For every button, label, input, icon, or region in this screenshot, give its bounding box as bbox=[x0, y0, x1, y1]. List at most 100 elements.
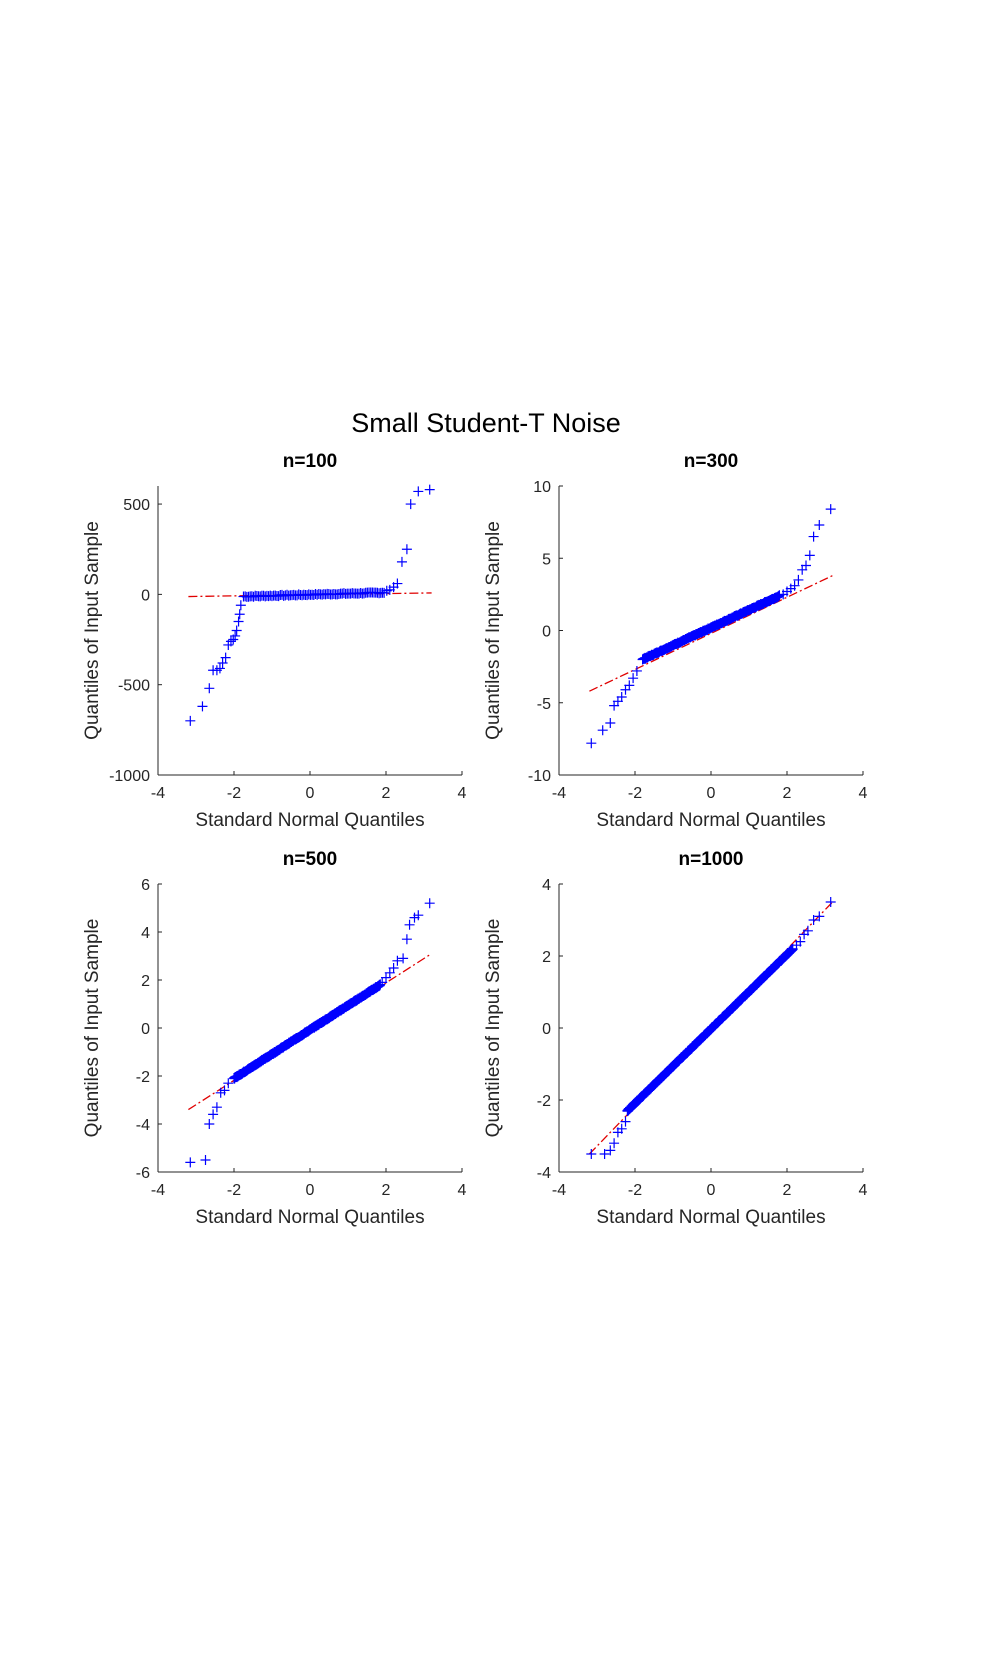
data-point bbox=[597, 725, 608, 736]
data-point bbox=[197, 701, 208, 712]
data-point bbox=[230, 630, 241, 641]
y-tick-label: -4 bbox=[537, 1165, 551, 1182]
data-point bbox=[404, 919, 415, 930]
data-point bbox=[624, 680, 635, 691]
data-point bbox=[235, 600, 246, 611]
data-point bbox=[223, 1078, 234, 1089]
data-point bbox=[405, 499, 416, 510]
y-tick-label: -2 bbox=[136, 1069, 150, 1086]
data-point bbox=[398, 953, 409, 964]
data-point bbox=[793, 574, 804, 585]
x-tick-label: -4 bbox=[151, 785, 165, 802]
data-point bbox=[609, 1138, 620, 1149]
data-point bbox=[413, 910, 424, 921]
data-point bbox=[631, 665, 642, 676]
data-point bbox=[185, 1157, 196, 1168]
data-point bbox=[599, 1149, 610, 1159]
data-point bbox=[231, 625, 242, 636]
data-point bbox=[586, 738, 597, 749]
y-tick-label: 500 bbox=[123, 497, 150, 514]
y-tick-label: 0 bbox=[542, 1021, 551, 1038]
data-point bbox=[801, 560, 811, 571]
y-tick-label: -10 bbox=[528, 768, 551, 785]
subplot-title: n=1000 bbox=[679, 849, 744, 870]
data-point bbox=[808, 531, 819, 542]
data-point bbox=[234, 609, 245, 620]
y-axis-label: Quantiles of Input Sample bbox=[483, 919, 504, 1138]
y-tick-label: 0 bbox=[141, 587, 150, 604]
x-tick-label: 4 bbox=[458, 785, 467, 802]
data-point bbox=[814, 520, 825, 531]
x-tick-label: -4 bbox=[151, 1182, 165, 1199]
x-tick-label: 0 bbox=[707, 1182, 716, 1199]
y-axis-label: Quantiles of Input Sample bbox=[483, 521, 504, 740]
x-tick-label: -2 bbox=[227, 1182, 241, 1199]
data-point bbox=[211, 1102, 222, 1113]
data-point bbox=[804, 550, 815, 561]
data-point bbox=[208, 1109, 219, 1120]
data-point bbox=[814, 911, 825, 922]
x-tick-label: -4 bbox=[552, 785, 566, 802]
data-point bbox=[620, 1116, 631, 1127]
y-tick-label: 4 bbox=[141, 925, 150, 942]
x-tick-label: 0 bbox=[306, 1182, 315, 1199]
subplot-title: n=500 bbox=[283, 849, 337, 870]
data-point bbox=[233, 616, 244, 627]
data-point bbox=[424, 898, 435, 909]
x-tick-label: 2 bbox=[783, 785, 792, 802]
x-tick-label: 0 bbox=[306, 785, 315, 802]
data-point bbox=[200, 1155, 211, 1165]
subplot-2: -4 -2 0 2 4 -10 -5 0 5 10 n=300 Standard Normal Qua… bbox=[483, 451, 868, 831]
data-point bbox=[396, 556, 407, 567]
data-point bbox=[204, 683, 215, 694]
x-tick-label: 2 bbox=[382, 785, 391, 802]
y-tick-label: -4 bbox=[136, 1117, 150, 1134]
data-point bbox=[802, 925, 813, 936]
y-axis-label: Quantiles of Input Sample bbox=[82, 919, 103, 1138]
y-tick-label: 0 bbox=[542, 624, 551, 641]
data-point bbox=[225, 636, 236, 647]
data-point bbox=[214, 663, 225, 674]
y-tick-label: -6 bbox=[136, 1165, 150, 1182]
data-point bbox=[825, 504, 836, 515]
data-point bbox=[808, 915, 819, 925]
data-point bbox=[413, 486, 424, 497]
data-point bbox=[401, 544, 412, 555]
y-axis-label: Quantiles of Input Sample bbox=[82, 521, 103, 740]
data-point bbox=[795, 936, 806, 947]
reference-line bbox=[589, 575, 833, 692]
x-axis-label: Standard Normal Quantiles bbox=[195, 1207, 424, 1228]
y-tick-label: 2 bbox=[542, 949, 551, 966]
data-point bbox=[628, 673, 639, 684]
x-tick-label: -2 bbox=[227, 785, 241, 802]
y-tick-label: -500 bbox=[118, 678, 150, 695]
subplot-1: -4 -2 0 2 4 -1000 -500 0 500 n=100 Standard Normal… bbox=[82, 451, 467, 831]
data-point bbox=[424, 484, 435, 495]
data-point bbox=[379, 587, 390, 598]
y-tick-label: 2 bbox=[141, 973, 150, 990]
data-point bbox=[401, 934, 412, 945]
x-tick-label: 2 bbox=[382, 1182, 391, 1199]
x-tick-label: 4 bbox=[458, 1182, 467, 1199]
data-point bbox=[392, 578, 403, 589]
data-point bbox=[605, 717, 616, 728]
data-point bbox=[616, 691, 627, 702]
y-tick-label: 10 bbox=[533, 479, 551, 496]
figure-title: Small Student-T Noise bbox=[351, 408, 621, 438]
y-tick-label: 6 bbox=[141, 877, 150, 894]
y-tick-label: 5 bbox=[542, 551, 551, 568]
data-point bbox=[392, 955, 403, 966]
x-tick-label: -2 bbox=[628, 1182, 642, 1199]
x-tick-label: -4 bbox=[552, 1182, 566, 1199]
data-point bbox=[825, 897, 836, 907]
data-point bbox=[586, 1149, 597, 1159]
x-tick-label: 0 bbox=[707, 785, 716, 802]
data-point bbox=[217, 658, 228, 669]
x-tick-label: 4 bbox=[859, 785, 868, 802]
data-point bbox=[616, 1123, 627, 1134]
data-point bbox=[789, 580, 800, 591]
data-point bbox=[375, 979, 386, 990]
y-tick-label: 4 bbox=[542, 877, 551, 894]
